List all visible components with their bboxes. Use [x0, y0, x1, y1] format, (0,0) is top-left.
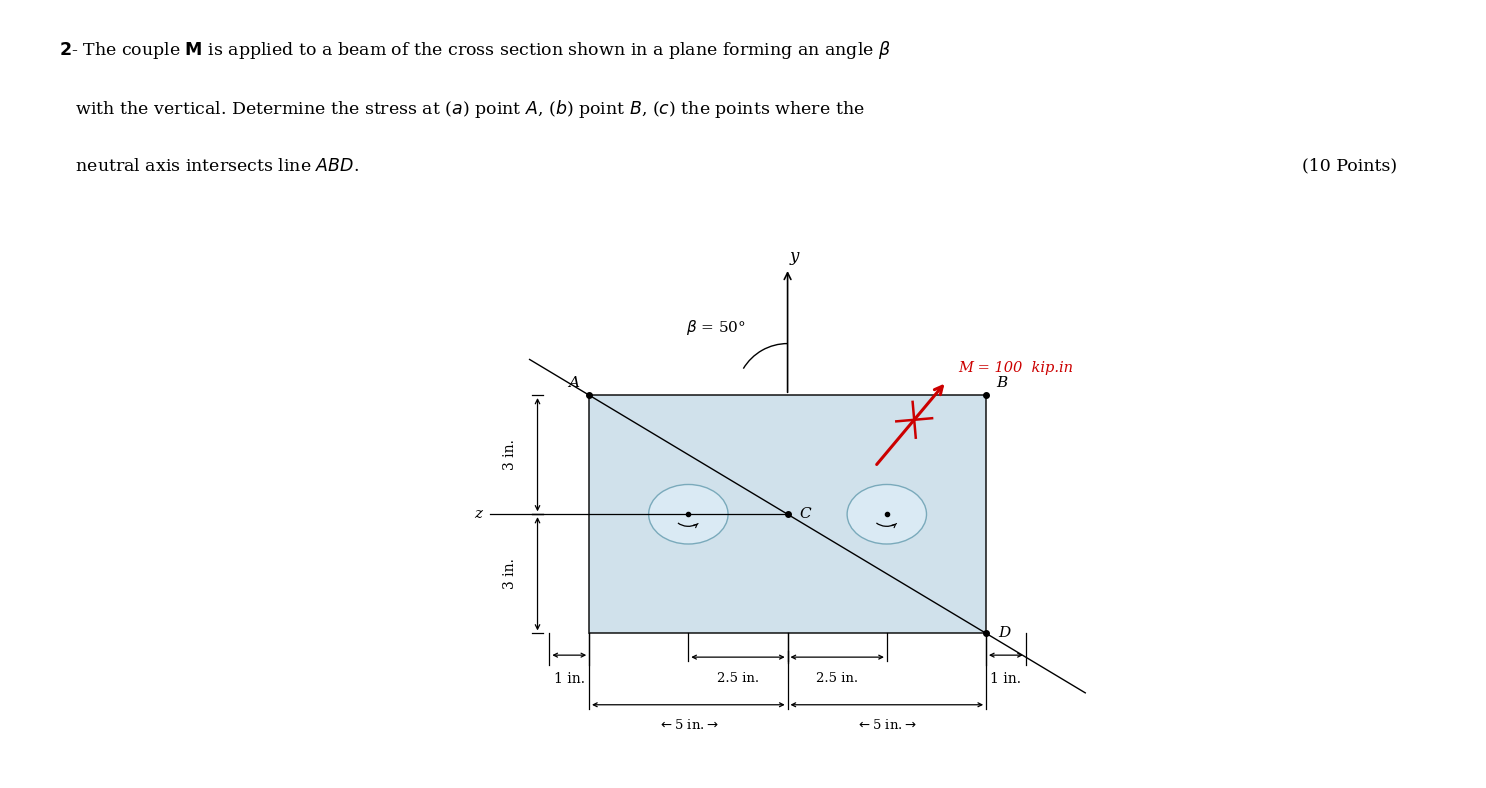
- Text: $\beta$ = 50°: $\beta$ = 50°: [685, 318, 746, 336]
- Text: $\mathbf{2}$- The couple $\mathbf{M}$ is applied to a beam of the cross section : $\mathbf{2}$- The couple $\mathbf{M}$ is…: [59, 39, 892, 61]
- Text: M = 100  kip.in: M = 100 kip.in: [958, 361, 1073, 374]
- Text: with the vertical. Determine the stress at ($a$) point $A$, ($b$) point $B$, ($c: with the vertical. Determine the stress …: [59, 98, 865, 121]
- Text: (10 Points): (10 Points): [1302, 158, 1397, 175]
- Text: $\leftarrow$5 in.$\rightarrow$: $\leftarrow$5 in.$\rightarrow$: [658, 718, 719, 731]
- Text: D: D: [997, 626, 1010, 641]
- Bar: [588, 395, 987, 634]
- Text: 3 in.: 3 in.: [502, 439, 517, 470]
- Text: 1 in.: 1 in.: [990, 672, 1021, 686]
- Text: 3 in.: 3 in.: [502, 559, 517, 589]
- Ellipse shape: [649, 485, 728, 544]
- Text: 2.5 in.: 2.5 in.: [716, 672, 759, 686]
- Text: $\leftarrow$5 in.$\rightarrow$: $\leftarrow$5 in.$\rightarrow$: [856, 718, 917, 731]
- Text: 1 in.: 1 in.: [554, 672, 585, 686]
- Text: 2.5 in.: 2.5 in.: [816, 672, 859, 686]
- Text: B: B: [996, 376, 1008, 390]
- Text: neutral axis intersects line $ABD$.: neutral axis intersects line $ABD$.: [59, 158, 360, 175]
- Ellipse shape: [847, 485, 926, 544]
- Text: A: A: [568, 376, 578, 390]
- Text: C: C: [799, 507, 811, 521]
- Text: z: z: [474, 507, 481, 521]
- Text: y: y: [789, 247, 799, 265]
